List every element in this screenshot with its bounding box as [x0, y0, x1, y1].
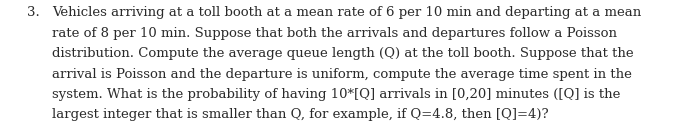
Text: system. What is the probability of having 10*[Q] arrivals in [0,20] minutes ([Q]: system. What is the probability of havin… [52, 88, 621, 101]
Text: 3.: 3. [27, 6, 39, 19]
Text: arrival is Poisson and the departure is uniform, compute the average time spent : arrival is Poisson and the departure is … [52, 68, 632, 81]
Text: rate of 8 per 10 min. Suppose that both the arrivals and departures follow a Poi: rate of 8 per 10 min. Suppose that both … [52, 27, 617, 40]
Text: largest integer that is smaller than Q, for example, if Q=4.8, then [Q]=4)?: largest integer that is smaller than Q, … [52, 108, 549, 121]
Text: distribution. Compute the average queue length (Q) at the toll booth. Suppose th: distribution. Compute the average queue … [52, 47, 634, 60]
Text: Vehicles arriving at a toll booth at a mean rate of 6 per 10 min and departing a: Vehicles arriving at a toll booth at a m… [52, 6, 642, 19]
